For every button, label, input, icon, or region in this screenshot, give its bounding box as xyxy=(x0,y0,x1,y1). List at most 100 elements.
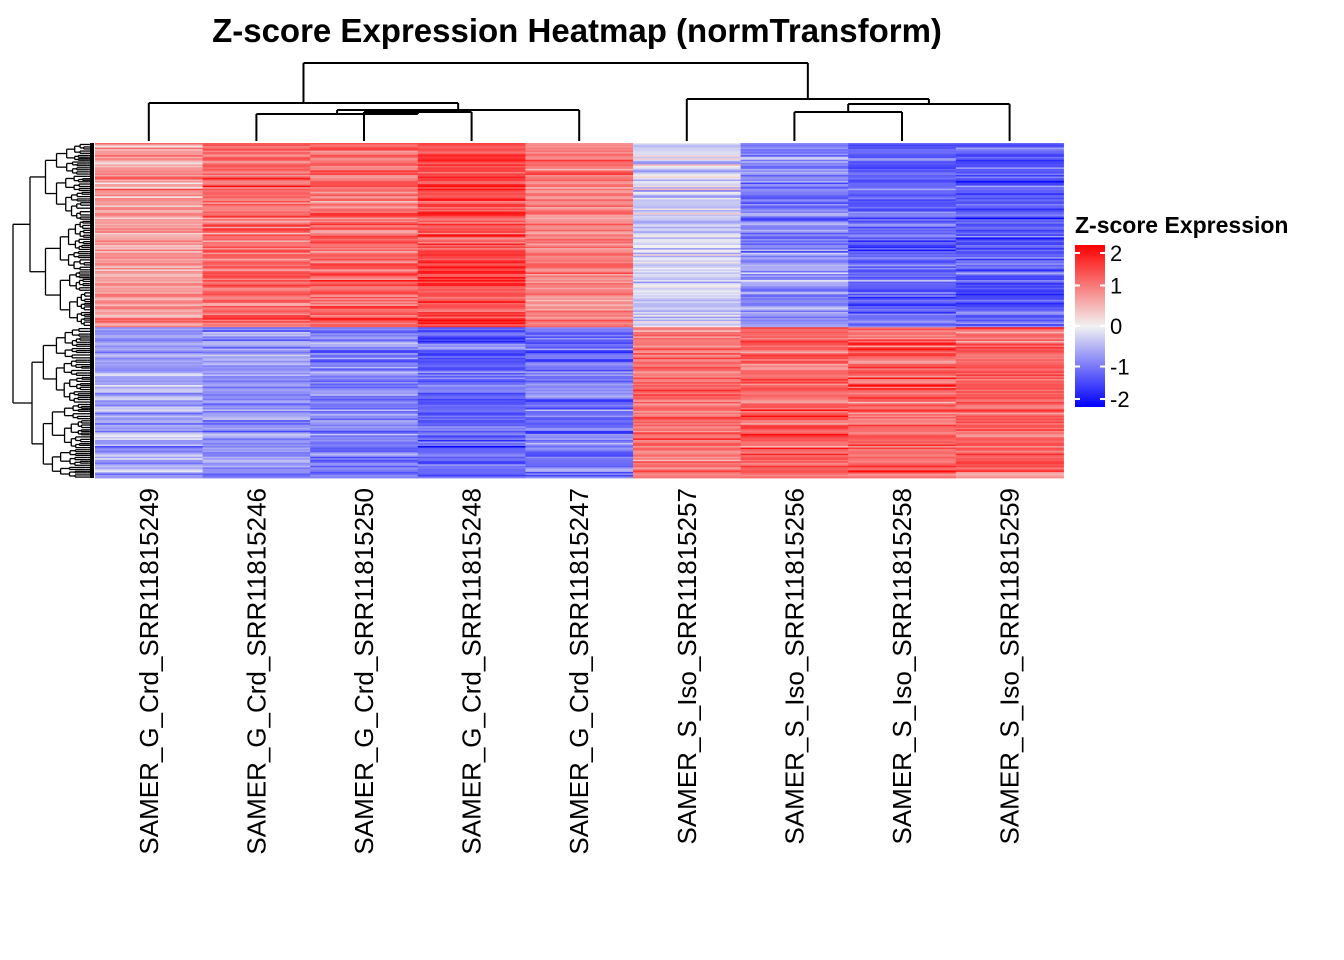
heatmap-cell xyxy=(417,149,526,152)
heatmap-cell xyxy=(955,205,1064,208)
heatmap-cell xyxy=(202,184,311,187)
heatmap-cell xyxy=(848,171,957,174)
heatmap-cell xyxy=(202,176,311,179)
heatmap-cell xyxy=(310,449,419,451)
heatmap-cell xyxy=(202,269,311,272)
heatmap-cell xyxy=(955,185,1064,188)
heatmap-cell xyxy=(848,347,957,349)
heatmap-cell xyxy=(202,356,311,359)
heatmap-cell xyxy=(525,219,634,222)
heatmap-cell xyxy=(955,202,1064,205)
heatmap-cell xyxy=(95,438,204,441)
heatmap-cell xyxy=(633,397,742,400)
heatmap-cell xyxy=(848,298,957,301)
heatmap-cell xyxy=(202,238,311,241)
heatmap-cell xyxy=(525,394,634,397)
heatmap-cell xyxy=(95,386,204,389)
heatmap-cell xyxy=(310,238,419,241)
heatmap-cell xyxy=(417,322,526,325)
heatmap-cell xyxy=(525,156,634,159)
heatmap-cell xyxy=(740,461,849,464)
heatmap-cell xyxy=(525,255,634,258)
heatmap-cell xyxy=(202,375,311,378)
heatmap-cell xyxy=(202,223,311,226)
heatmap-cell xyxy=(848,210,957,212)
heatmap-cell xyxy=(95,308,204,311)
heatmap-cell xyxy=(310,188,419,191)
heatmap-cell xyxy=(417,220,526,223)
heatmap-cell xyxy=(525,225,634,228)
heatmap-cell xyxy=(525,350,634,353)
heatmap-cell xyxy=(525,337,634,340)
heatmap-cell xyxy=(310,319,419,322)
column-label: SAMER_S_Iso_SRR11815256 xyxy=(779,488,809,845)
heatmap-cell xyxy=(202,158,311,161)
heatmap-cell xyxy=(848,237,957,240)
heatmap-cell xyxy=(955,243,1064,246)
heatmap-cell xyxy=(740,193,849,196)
heatmap-cell xyxy=(417,436,526,439)
heatmap-cell xyxy=(525,392,634,395)
heatmap-cell xyxy=(95,245,204,247)
heatmap-cell xyxy=(740,174,849,177)
heatmap-cell xyxy=(95,426,204,429)
heatmap-cell xyxy=(955,356,1064,359)
heatmap-cell xyxy=(633,386,742,389)
heatmap-cell xyxy=(525,388,634,391)
heatmap-cell xyxy=(202,439,311,442)
heatmap-cell xyxy=(310,385,419,388)
heatmap-cell xyxy=(310,458,419,461)
heatmap-cell xyxy=(202,371,311,374)
heatmap-cell xyxy=(740,450,849,453)
heatmap-cell xyxy=(633,216,742,219)
heatmap-cell xyxy=(417,252,526,255)
heatmap-cell xyxy=(633,424,742,427)
heatmap-cell xyxy=(417,146,526,148)
heatmap-cell xyxy=(740,305,849,308)
column-label: SAMER_G_Crd_SRR11815249 xyxy=(134,488,164,855)
heatmap-cell xyxy=(740,455,849,458)
heatmap-cell xyxy=(633,304,742,307)
heatmap-cell xyxy=(848,200,957,203)
heatmap-cell xyxy=(740,415,849,418)
heatmap-cell xyxy=(417,386,526,389)
heatmap-cell xyxy=(417,461,526,464)
heatmap-cell xyxy=(955,229,1064,232)
heatmap-cell xyxy=(955,159,1064,162)
heatmap-cell xyxy=(310,293,419,296)
heatmap-cell xyxy=(525,406,634,409)
heatmap-cell xyxy=(95,456,204,459)
heatmap-cell xyxy=(95,234,204,237)
heatmap-cell xyxy=(310,255,419,258)
heatmap-cell xyxy=(202,312,311,314)
heatmap-cell xyxy=(95,155,204,158)
heatmap-cell xyxy=(633,336,742,339)
heatmap-cell xyxy=(955,196,1064,199)
heatmap-cell xyxy=(202,249,311,252)
heatmap-cell xyxy=(848,231,957,234)
heatmap-cell xyxy=(202,468,311,471)
heatmap-cell xyxy=(202,412,311,415)
heatmap-cell xyxy=(310,289,419,292)
heatmap-cell xyxy=(633,462,742,465)
heatmap-cell xyxy=(310,403,419,406)
heatmap-cell xyxy=(633,325,742,328)
heatmap-cell xyxy=(417,415,526,418)
heatmap-cell xyxy=(310,315,419,317)
heatmap-cell xyxy=(633,308,742,311)
heatmap-cell xyxy=(310,152,419,155)
heatmap-cell xyxy=(310,321,419,324)
heatmap-cell xyxy=(740,340,849,343)
heatmap-cell xyxy=(417,444,526,447)
heatmap-cell xyxy=(417,170,526,173)
heatmap-cell xyxy=(95,439,204,442)
heatmap-cell xyxy=(95,222,204,225)
heatmap-cell xyxy=(202,298,311,301)
heatmap-cell xyxy=(310,453,419,456)
heatmap-cell xyxy=(202,324,311,327)
heatmap-cell xyxy=(633,356,742,359)
heatmap-cell xyxy=(417,452,526,455)
heatmap-cell xyxy=(310,397,419,400)
heatmap-cell xyxy=(310,468,419,471)
heatmap-cell xyxy=(740,272,849,275)
